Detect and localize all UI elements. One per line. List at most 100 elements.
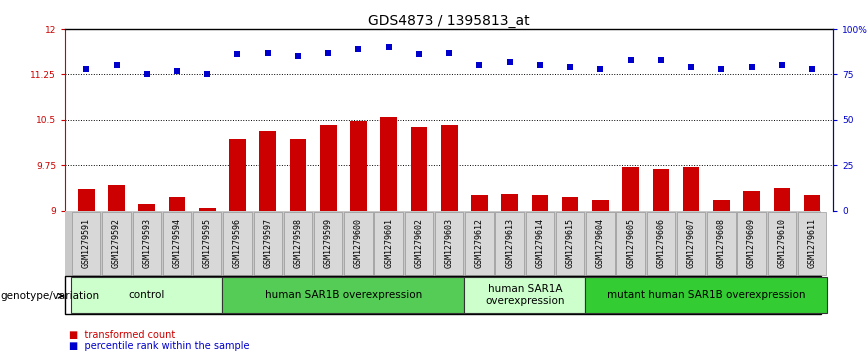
- Bar: [380, 117, 397, 211]
- Bar: [138, 204, 155, 211]
- Text: GSM1279611: GSM1279611: [807, 218, 817, 268]
- Bar: [743, 191, 760, 211]
- Point: [745, 64, 759, 70]
- Bar: [374, 212, 403, 274]
- Bar: [556, 212, 584, 274]
- Point: [170, 68, 184, 74]
- Bar: [163, 212, 191, 274]
- Bar: [223, 212, 252, 274]
- Bar: [767, 212, 796, 274]
- Point: [79, 66, 93, 72]
- Point: [472, 62, 486, 68]
- Text: GSM1279593: GSM1279593: [142, 218, 151, 268]
- Bar: [320, 125, 337, 211]
- Text: GSM1279608: GSM1279608: [717, 218, 726, 268]
- Bar: [616, 212, 645, 274]
- Point: [594, 66, 608, 72]
- Text: GSM1279603: GSM1279603: [444, 218, 454, 268]
- Text: GSM1279604: GSM1279604: [596, 218, 605, 268]
- Point: [533, 62, 547, 68]
- Bar: [526, 212, 554, 274]
- Text: GSM1279600: GSM1279600: [354, 218, 363, 268]
- Point: [714, 66, 728, 72]
- Point: [291, 53, 305, 59]
- Bar: [193, 212, 221, 274]
- Bar: [260, 131, 276, 211]
- Bar: [738, 212, 766, 274]
- Bar: [78, 189, 95, 211]
- Text: GSM1279595: GSM1279595: [203, 218, 212, 268]
- Bar: [496, 212, 524, 274]
- Point: [231, 52, 245, 57]
- Point: [382, 44, 396, 50]
- Bar: [804, 195, 820, 211]
- Point: [563, 64, 577, 70]
- Point: [684, 64, 698, 70]
- Bar: [622, 167, 639, 211]
- Text: GSM1279615: GSM1279615: [566, 218, 575, 268]
- Text: GSM1279614: GSM1279614: [536, 218, 544, 268]
- Text: GSM1279598: GSM1279598: [293, 218, 302, 268]
- Bar: [585, 277, 827, 313]
- Text: GSM1279599: GSM1279599: [324, 218, 332, 268]
- Bar: [464, 277, 585, 313]
- Bar: [133, 212, 161, 274]
- Text: human SAR1A
overexpression: human SAR1A overexpression: [485, 284, 564, 306]
- Point: [201, 72, 214, 77]
- Point: [503, 59, 516, 65]
- Text: GSM1279606: GSM1279606: [656, 218, 666, 268]
- Bar: [108, 185, 125, 211]
- Text: ■  percentile rank within the sample: ■ percentile rank within the sample: [69, 341, 250, 351]
- Point: [352, 46, 365, 52]
- Text: GSM1279596: GSM1279596: [233, 218, 242, 268]
- Bar: [677, 212, 706, 274]
- Point: [442, 50, 456, 56]
- Bar: [314, 212, 343, 274]
- Point: [140, 72, 154, 77]
- Bar: [253, 212, 282, 274]
- Bar: [531, 195, 549, 211]
- Bar: [586, 212, 615, 274]
- Text: GSM1279609: GSM1279609: [747, 218, 756, 268]
- Text: GSM1279592: GSM1279592: [112, 218, 121, 268]
- Point: [624, 57, 638, 63]
- Bar: [647, 212, 675, 274]
- Point: [806, 66, 819, 72]
- Text: genotype/variation: genotype/variation: [1, 291, 100, 301]
- Text: ■  transformed count: ■ transformed count: [69, 330, 175, 340]
- Text: control: control: [128, 290, 165, 300]
- Bar: [284, 212, 312, 274]
- Bar: [222, 277, 464, 313]
- Bar: [562, 197, 578, 211]
- Bar: [72, 212, 101, 274]
- Bar: [773, 188, 790, 211]
- Bar: [653, 170, 669, 211]
- Point: [654, 57, 667, 63]
- Bar: [683, 167, 700, 211]
- Bar: [345, 212, 372, 274]
- Point: [412, 52, 426, 57]
- Title: GDS4873 / 1395813_at: GDS4873 / 1395813_at: [368, 14, 530, 28]
- Bar: [713, 200, 730, 211]
- Bar: [441, 125, 457, 211]
- Point: [321, 50, 335, 56]
- Text: mutant human SAR1B overexpression: mutant human SAR1B overexpression: [607, 290, 806, 300]
- Bar: [168, 197, 185, 211]
- Bar: [290, 139, 306, 211]
- Bar: [435, 212, 464, 274]
- Bar: [71, 277, 222, 313]
- Text: GSM1279607: GSM1279607: [687, 218, 695, 268]
- Text: GSM1279605: GSM1279605: [626, 218, 635, 268]
- Text: GSM1279613: GSM1279613: [505, 218, 514, 268]
- Bar: [411, 127, 427, 211]
- Text: GSM1279612: GSM1279612: [475, 218, 484, 268]
- Bar: [404, 212, 433, 274]
- Bar: [798, 212, 826, 274]
- Text: GSM1279591: GSM1279591: [82, 218, 91, 268]
- Text: human SAR1B overexpression: human SAR1B overexpression: [265, 290, 422, 300]
- Bar: [707, 212, 735, 274]
- Point: [260, 50, 274, 56]
- Bar: [471, 195, 488, 211]
- Point: [109, 62, 123, 68]
- Text: GSM1279594: GSM1279594: [173, 218, 181, 268]
